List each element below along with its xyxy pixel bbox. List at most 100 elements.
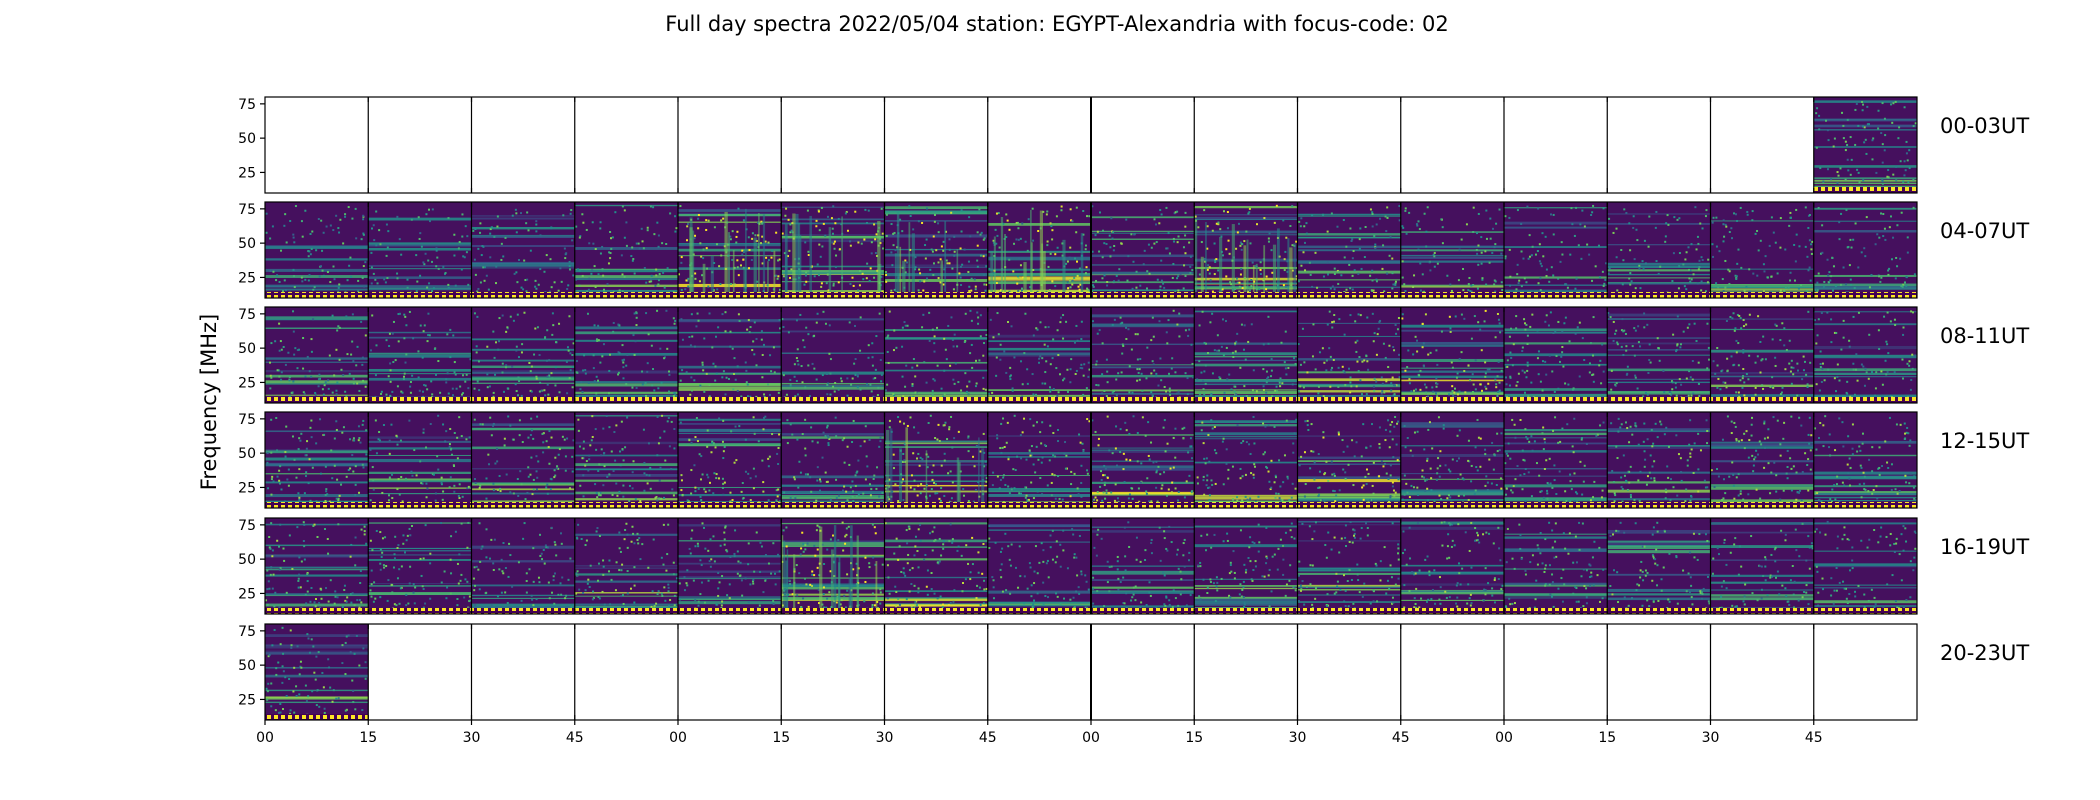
spectrogram-panel [265, 202, 369, 298]
spectrogram-panel [1607, 202, 1711, 298]
spectrogram-panel [471, 202, 575, 298]
spectrogram-panel [1194, 518, 1298, 614]
spectra-row: 25 50 75 08-11UT [238, 306, 2029, 404]
spectrogram-panel [1194, 202, 1298, 298]
spectra-row: 25 50 75 12-15UT [238, 411, 2029, 509]
spectrogram-panel [471, 307, 575, 404]
x-tick-label: 30 [1702, 730, 1720, 746]
row-frame [264, 306, 1918, 404]
y-tick-label: 25 [238, 480, 256, 496]
y-tick-label: 75 [238, 624, 256, 640]
spectrogram-panel [1297, 202, 1401, 298]
x-tick-label: 15 [772, 730, 790, 746]
spectrogram-panel [987, 412, 1091, 508]
x-tick-label: 15 [1185, 730, 1203, 746]
x-tick-label: 45 [1805, 730, 1823, 746]
spectrogram-panel [1297, 307, 1401, 403]
row-frame [264, 96, 1918, 194]
spectrogram-panel [678, 518, 782, 614]
spectrogram-panel [265, 412, 369, 508]
y-tick-label: 75 [238, 202, 256, 218]
y-tick-label: 25 [238, 586, 256, 602]
spectrogram-panel [1400, 202, 1504, 298]
spectrogram-panel [884, 412, 988, 508]
y-tick-label: 50 [238, 131, 256, 147]
spectrogram-panel [1297, 518, 1401, 614]
spectrogram-panel [1813, 307, 1917, 403]
spectrogram-panel [1194, 412, 1298, 508]
spectrogram-panel [884, 307, 988, 403]
spectrogram-panel [1607, 518, 1711, 614]
spectrogram-panel [1091, 202, 1195, 298]
x-tick-label: 45 [979, 730, 997, 746]
x-tick-label: 45 [566, 730, 584, 746]
y-tick-label: 50 [238, 552, 256, 568]
spectrogram-panel [1400, 307, 1504, 403]
y-tick-label: 75 [238, 518, 256, 534]
row-frame [264, 517, 1918, 615]
y-tick-label: 25 [238, 375, 256, 391]
x-tick-label: 00 [669, 730, 687, 746]
y-tick-label: 50 [238, 658, 256, 674]
y-tick-label: 50 [238, 446, 256, 462]
spectrogram-panel [678, 202, 782, 298]
spectrogram-panel [1710, 412, 1814, 508]
spectrogram-panel [1091, 518, 1195, 614]
spectrogram-panel [1607, 307, 1711, 403]
spectrogram-panel [265, 307, 369, 403]
y-tick-label: 75 [238, 307, 256, 323]
row-time-label: 20-23UT [1940, 641, 2029, 665]
spectrogram-panel [987, 518, 1091, 614]
spectrogram-panel [1813, 518, 1917, 614]
spectrogram-panel [1710, 307, 1814, 403]
row-time-label: 00-03UT [1940, 114, 2029, 138]
row-time-label: 04-07UT [1940, 219, 2029, 243]
y-tick-label: 75 [238, 97, 256, 113]
spectrogram-panel [1297, 412, 1401, 508]
y-tick-label: 25 [238, 692, 256, 708]
y-tick-label: 50 [238, 341, 256, 357]
x-tick-label: 30 [876, 730, 894, 746]
spectra-row: 25 50 75 16-19UT [238, 517, 2029, 615]
spectra-panels: 25507500-03UT25507504-07UT25507508-11UT2… [238, 96, 2029, 746]
spectrogram-panel [781, 518, 885, 614]
spectra-row: 25 50 75 00-03UT [238, 96, 2029, 194]
spectrogram-panel [1813, 412, 1917, 508]
spectrogram-panel [1710, 518, 1814, 614]
row-time-label: 16-19UT [1940, 535, 2029, 559]
spectrogram-panel [781, 412, 885, 508]
x-tick-label: 15 [359, 730, 377, 746]
spectrogram-panel [1504, 307, 1608, 403]
spectrogram-panel [471, 412, 575, 508]
spectrogram-panel [574, 412, 678, 508]
spectrogram-panel [1813, 97, 1917, 193]
y-tick-label: 25 [238, 165, 256, 181]
spectrogram-panel [368, 202, 472, 298]
spectrogram-panel [574, 202, 678, 298]
x-tick-label: 15 [1598, 730, 1616, 746]
y-axis-label: Frequency [MHz] [197, 314, 221, 490]
x-tick-label: 30 [463, 730, 481, 746]
spectrogram-panel [1710, 202, 1814, 299]
row-time-label: 08-11UT [1940, 324, 2029, 348]
spectrogram-panel [1504, 518, 1608, 614]
spectra-row: 25 50 75 04-07UT [238, 201, 2029, 299]
spectrogram-panel [678, 412, 782, 508]
y-tick-label: 25 [238, 270, 256, 286]
row-frame [264, 411, 1918, 509]
x-tick-label: 45 [1392, 730, 1410, 746]
spectrogram-panel [265, 518, 369, 614]
x-tick-label: 00 [256, 730, 274, 746]
spectrogram-panel [1813, 202, 1917, 299]
spectrogram-panel [1091, 412, 1195, 508]
spectrogram-panel [1400, 412, 1504, 508]
spectrogram-panel [987, 202, 1091, 298]
spectrogram-panel [678, 307, 782, 404]
spectrogram-panel [1504, 412, 1608, 508]
spectrogram-panel [574, 307, 678, 403]
x-tick-label: 30 [1289, 730, 1307, 746]
row-time-label: 12-15UT [1940, 429, 2029, 453]
chart-title: Full day spectra 2022/05/04 station: EGY… [665, 12, 1448, 36]
x-tick-label: 00 [1082, 730, 1100, 746]
